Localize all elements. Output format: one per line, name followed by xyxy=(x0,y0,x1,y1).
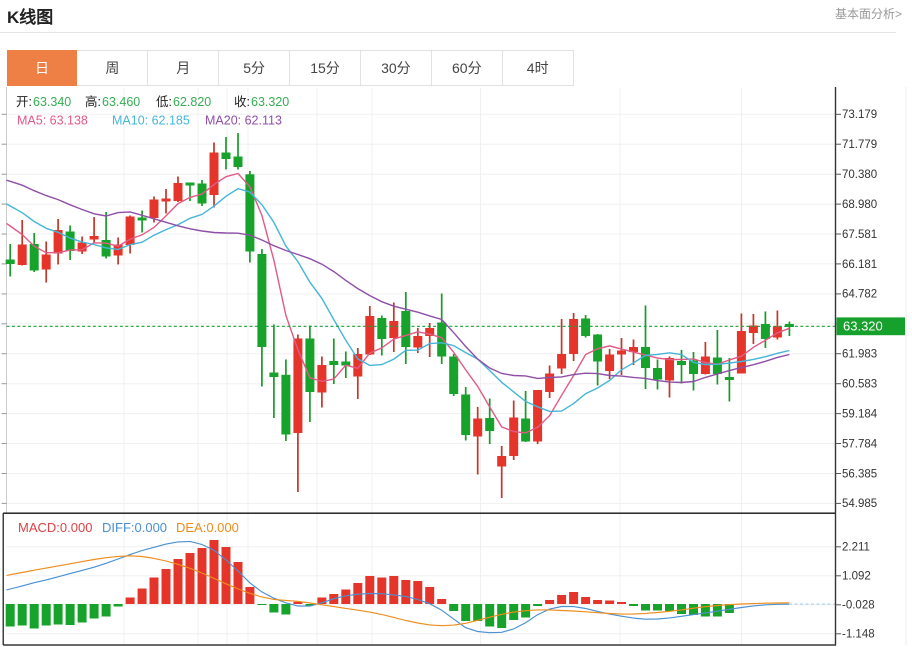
svg-text:57.784: 57.784 xyxy=(842,438,878,450)
svg-text:56.385: 56.385 xyxy=(842,468,877,480)
svg-text:60.583: 60.583 xyxy=(842,379,877,391)
svg-text:MA20: 62.113: MA20: 62.113 xyxy=(205,114,282,128)
svg-text:54.985: 54.985 xyxy=(842,498,877,510)
svg-text:61.983: 61.983 xyxy=(842,349,877,361)
svg-text:62.820: 62.820 xyxy=(173,95,211,109)
svg-text:66.181: 66.181 xyxy=(842,259,877,271)
svg-text:63.320: 63.320 xyxy=(843,319,883,334)
svg-text:68.980: 68.980 xyxy=(842,199,877,211)
svg-text:63.320: 63.320 xyxy=(251,95,289,109)
svg-text:63.460: 63.460 xyxy=(102,95,140,109)
svg-text:MA10: 62.185: MA10: 62.185 xyxy=(112,114,190,128)
svg-text:59.184: 59.184 xyxy=(842,408,878,420)
svg-text:低:: 低: xyxy=(156,95,172,109)
svg-text:-1.148: -1.148 xyxy=(842,629,875,641)
svg-text:71.779: 71.779 xyxy=(842,139,877,151)
svg-text:63.340: 63.340 xyxy=(33,95,71,109)
svg-text:MACD:0.000: MACD:0.000 xyxy=(18,520,92,535)
svg-text:收:: 收: xyxy=(234,95,250,109)
svg-text:67.581: 67.581 xyxy=(842,229,877,241)
svg-text:MA5: 63.138: MA5: 63.138 xyxy=(17,114,88,128)
svg-text:70.380: 70.380 xyxy=(842,169,877,181)
svg-text:DEA:0.000: DEA:0.000 xyxy=(176,520,239,535)
svg-text:高:: 高: xyxy=(85,94,101,109)
svg-text:64.782: 64.782 xyxy=(842,289,877,301)
svg-text:2.211: 2.211 xyxy=(842,542,870,554)
svg-text:73.179: 73.179 xyxy=(842,109,877,121)
svg-text:-0.028: -0.028 xyxy=(842,600,875,612)
svg-text:1.092: 1.092 xyxy=(842,571,871,583)
svg-text:开:: 开: xyxy=(16,95,32,109)
svg-text:DIFF:0.000: DIFF:0.000 xyxy=(102,520,167,535)
